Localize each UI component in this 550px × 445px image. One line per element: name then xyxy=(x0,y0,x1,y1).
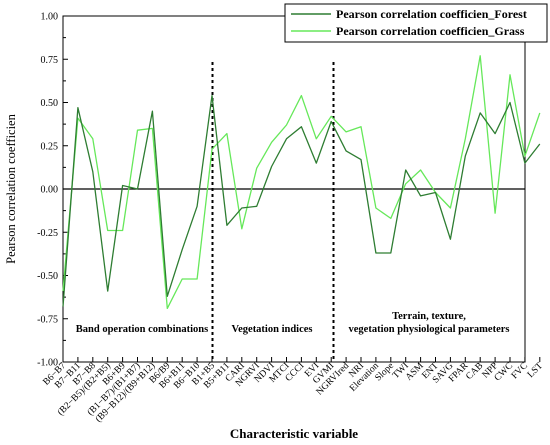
region-label-terrain-1: Terrain, texture, xyxy=(392,311,466,322)
series-line-forest xyxy=(62,94,541,307)
region-label-band: Band operation combinations xyxy=(76,324,208,335)
region-label-veg: Vegetation indices xyxy=(232,324,313,335)
series-line-grass xyxy=(62,55,541,310)
legend-label-grass: Pearson correlation coefficien_Grass xyxy=(336,24,525,38)
y-tick-label: 0.50 xyxy=(41,98,59,109)
y-tick-label: 0.75 xyxy=(41,55,59,66)
series-layer xyxy=(62,55,541,310)
y-tick-label: -0.75 xyxy=(37,314,58,325)
y-tick-label: -1.00 xyxy=(37,358,58,369)
y-axis: 1.00 0.75 0.50 0.25 0.00 -0.25 -0.50 -0.75 -1.00 xyxy=(37,12,68,369)
x-tick-label: LST xyxy=(526,361,545,380)
y-tick-label: 0.00 xyxy=(41,185,59,196)
legend-box xyxy=(284,3,548,43)
x-axis-title: Characteristic variable xyxy=(230,426,358,441)
y-tick-label: -0.25 xyxy=(37,228,58,239)
region-label-terrain-2: vegetation physiological parameters xyxy=(349,324,510,335)
y-tick-label: 1.00 xyxy=(41,12,59,23)
y-tick-label: 0.25 xyxy=(41,141,59,152)
legend-label-forest: Pearson correlation coefficien_Forest xyxy=(336,7,527,21)
y-tick-label: -0.50 xyxy=(37,271,58,282)
legend: Pearson correlation coefficien_Forest Pe… xyxy=(284,3,548,43)
y-axis-title: Pearson correlation coefficien xyxy=(4,113,18,263)
x-axis: B6−B7B7−B11B7−B8(B2−B5)/(B2+B5)B6+B9(B1−… xyxy=(42,357,545,425)
